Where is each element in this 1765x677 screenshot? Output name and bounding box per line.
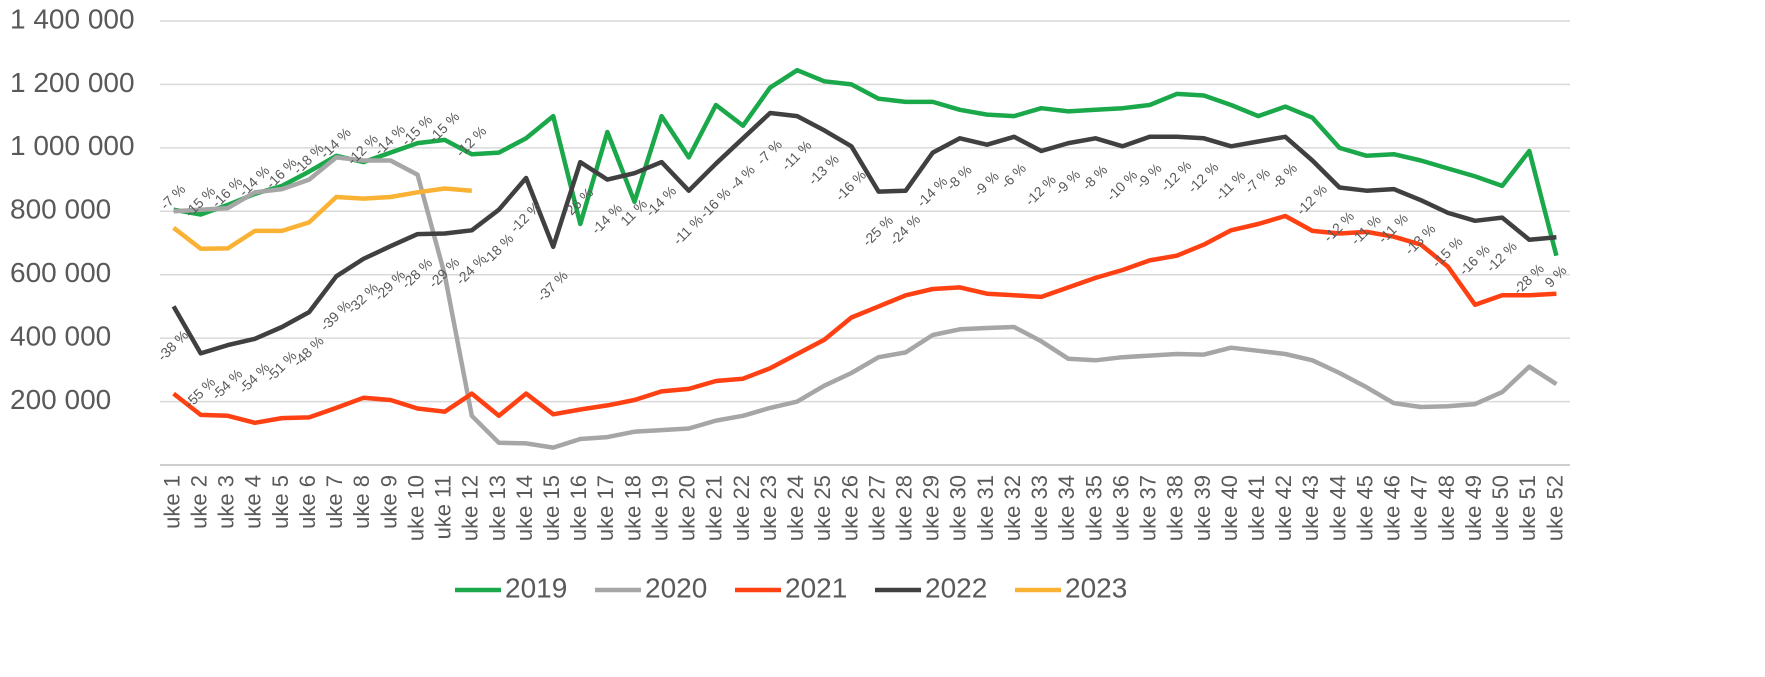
change-label: -8 % bbox=[1079, 162, 1111, 194]
x-tick-label: uke 27 bbox=[864, 475, 889, 541]
x-tick-label: uke 13 bbox=[485, 475, 510, 541]
x-tick-label: uke 52 bbox=[1542, 475, 1567, 541]
x-tick-label: uke 6 bbox=[295, 475, 320, 529]
x-tick-label: uke 14 bbox=[512, 475, 537, 541]
x-tick-label: uke 8 bbox=[349, 475, 374, 529]
change-label: -9 % bbox=[970, 168, 1002, 200]
x-tick-label: uke 22 bbox=[729, 475, 754, 541]
series-line bbox=[172, 186, 472, 251]
y-tick-label: 1 200 000 bbox=[10, 67, 135, 98]
change-label: -12 % bbox=[1022, 172, 1059, 209]
x-tick-label: uke 48 bbox=[1434, 475, 1459, 541]
legend-label: 2019 bbox=[505, 572, 567, 603]
change-label: -4 % bbox=[726, 162, 758, 194]
change-label: -18 % bbox=[479, 230, 516, 267]
y-tick-label: 800 000 bbox=[10, 194, 111, 225]
change-label: -11 % bbox=[778, 137, 814, 173]
x-tick-label: uke 16 bbox=[566, 475, 591, 541]
x-tick-label: uke 5 bbox=[268, 475, 293, 529]
x-tick-label: uke 46 bbox=[1380, 475, 1405, 541]
x-tick-label: uke 7 bbox=[322, 475, 347, 529]
x-tick-label: uke 42 bbox=[1271, 475, 1296, 541]
change-label: -11 % bbox=[670, 212, 706, 248]
x-tick-label: uke 35 bbox=[1081, 475, 1106, 541]
x-tick-label: uke 1 bbox=[159, 475, 184, 529]
x-tick-label: uke 20 bbox=[675, 475, 700, 541]
change-label: -28 % bbox=[398, 255, 435, 292]
x-tick-label: uke 37 bbox=[1136, 475, 1161, 541]
y-tick-label: 1 400 000 bbox=[10, 3, 135, 34]
legend-label: 2022 bbox=[925, 572, 987, 603]
change-label: -14 % bbox=[642, 183, 679, 220]
x-tick-label: uke 47 bbox=[1407, 475, 1432, 541]
x-tick-label: uke 43 bbox=[1298, 475, 1323, 541]
x-tick-label: uke 44 bbox=[1325, 475, 1350, 541]
x-tick-label: uke 30 bbox=[946, 475, 971, 541]
x-tick-label: uke 26 bbox=[837, 475, 862, 541]
x-tick-label: uke 2 bbox=[186, 475, 211, 529]
x-tick-label: uke 38 bbox=[1163, 475, 1188, 541]
x-tick-label: uke 12 bbox=[458, 475, 483, 541]
x-tick-label: uke 3 bbox=[214, 475, 239, 529]
change-label: -6 % bbox=[997, 160, 1029, 192]
y-tick-label: 400 000 bbox=[10, 321, 111, 352]
x-tick-label: uke 11 bbox=[431, 475, 456, 539]
x-tick-label: uke 31 bbox=[973, 475, 998, 541]
change-label: -24 % bbox=[886, 211, 923, 248]
x-tick-label: uke 9 bbox=[376, 475, 401, 529]
x-tick-label: uke 39 bbox=[1190, 475, 1215, 541]
x-tick-label: uke 19 bbox=[647, 475, 672, 541]
x-tick-label: uke 41 bbox=[1244, 475, 1269, 541]
x-tick-label: uke 4 bbox=[241, 475, 266, 529]
change-label: 9 % bbox=[1541, 262, 1569, 290]
x-tick-label: uke 28 bbox=[891, 475, 916, 541]
change-label: -12 % bbox=[1293, 181, 1330, 218]
x-tick-label: uke 33 bbox=[1027, 475, 1052, 541]
legend-label: 2020 bbox=[645, 572, 707, 603]
x-tick-label: uke 15 bbox=[539, 475, 564, 541]
y-tick-label: 200 000 bbox=[10, 384, 111, 415]
y-tick-label: 600 000 bbox=[10, 257, 111, 288]
change-label: -16 % bbox=[696, 184, 733, 221]
x-tick-label: uke 21 bbox=[702, 475, 727, 541]
legend-label: 2023 bbox=[1065, 572, 1127, 603]
x-tick-label: uke 34 bbox=[1054, 475, 1079, 541]
x-tick-label: uke 29 bbox=[919, 475, 944, 541]
change-label: -25 % bbox=[859, 212, 896, 249]
x-tick-label: uke 17 bbox=[593, 475, 618, 541]
x-tick-label: uke 32 bbox=[1000, 475, 1025, 541]
change-label: -14 % bbox=[913, 173, 950, 210]
series-line bbox=[173, 155, 1558, 450]
change-label: -8 % bbox=[1269, 160, 1301, 192]
change-label: -13 % bbox=[805, 151, 842, 188]
x-tick-label: uke 45 bbox=[1352, 475, 1377, 541]
x-tick-label: uke 51 bbox=[1515, 475, 1540, 541]
legend-label: 2021 bbox=[785, 572, 847, 603]
x-tick-label: uke 23 bbox=[756, 475, 781, 541]
x-tick-label: uke 10 bbox=[403, 475, 428, 541]
series-line bbox=[173, 67, 1559, 257]
change-label: -16 % bbox=[832, 167, 869, 204]
x-tick-label: uke 24 bbox=[783, 475, 808, 541]
series-line bbox=[171, 110, 1557, 356]
x-tick-label: uke 40 bbox=[1217, 475, 1242, 541]
change-label: -37 % bbox=[534, 267, 571, 304]
x-tick-label: uke 50 bbox=[1488, 475, 1513, 541]
x-tick-label: uke 25 bbox=[810, 475, 835, 541]
x-tick-label: uke 49 bbox=[1461, 475, 1486, 541]
x-tick-label: uke 36 bbox=[1108, 475, 1133, 541]
series-line bbox=[172, 213, 1557, 426]
change-label: -38 % bbox=[154, 327, 191, 364]
y-tick-label: 1 000 000 bbox=[10, 130, 135, 161]
x-tick-label: uke 18 bbox=[620, 475, 645, 541]
